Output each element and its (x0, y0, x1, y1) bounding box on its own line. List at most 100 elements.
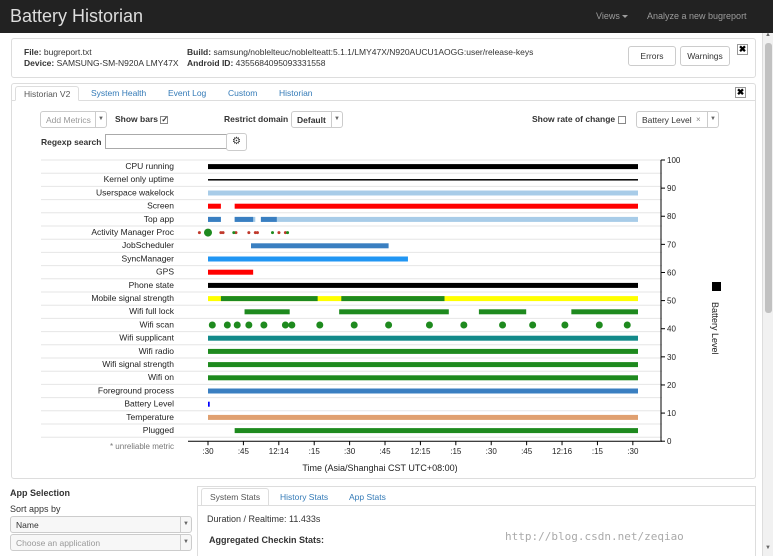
tab-system-stats[interactable]: System Stats (201, 488, 270, 506)
show-rate-checkbox[interactable] (617, 115, 626, 124)
restrict-domain-select[interactable]: Default ▼ (291, 111, 343, 128)
historian-timeline-chart: CPU running Kernel only uptime Userspace w… (41, 156, 721, 473)
choose-application-select[interactable]: Choose an application ▼ (10, 534, 192, 551)
timeline-point (247, 231, 251, 235)
row-label: SyncManager (122, 253, 175, 263)
show-bars-control: Show bars ✓ (115, 114, 169, 124)
app-brand[interactable]: Battery Historian (10, 6, 144, 26)
timeline-bar (251, 243, 389, 249)
timeline-point (223, 321, 231, 329)
close-file-icon[interactable]: ✖ (737, 44, 748, 55)
app-selection-title: App Selection (10, 488, 71, 498)
y2-tick-label: 80 (667, 212, 676, 221)
timeline-point (561, 321, 569, 329)
timeline-bar (260, 216, 277, 222)
x-tick-label: :30 (202, 447, 214, 456)
tab-app-stats[interactable]: App Stats (349, 492, 386, 502)
add-metrics-placeholder: Add Metrics (46, 115, 91, 125)
regexp-label: Regexp search (41, 137, 102, 147)
historian-tabs: Historian V2 System Health Event Log Cus… (12, 84, 755, 101)
timeline-point (425, 321, 433, 329)
timeline-point (245, 321, 253, 329)
tab-history-stats[interactable]: History Stats (280, 492, 329, 502)
timeline-bar (234, 216, 254, 222)
y2-tick-label: 50 (667, 297, 676, 306)
tab-system-health[interactable]: System Health (91, 88, 147, 98)
timeline-point (623, 321, 631, 329)
timeline-bar (244, 309, 290, 315)
aggregated-stats-title: Aggregated Checkin Stats: (209, 535, 325, 545)
timeline-bar (208, 203, 221, 209)
row-label: Foreground process (98, 385, 174, 395)
scroll-down-icon[interactable]: ▼ (765, 545, 771, 551)
timeline-point (233, 321, 241, 329)
show-bars-checkbox[interactable]: ✓ (160, 114, 169, 124)
add-metrics-select[interactable]: Add Metrics ▼ (40, 111, 107, 128)
row-label: Mobile signal strength (91, 293, 174, 303)
row-label: Top app (144, 214, 175, 224)
x-tick-label: :15 (309, 447, 321, 456)
chevron-down-icon: ▼ (95, 112, 106, 127)
show-rate-control: Show rate of change (532, 114, 626, 124)
row-label: Wifi full lock (129, 306, 175, 316)
device-label: Device: (24, 58, 55, 68)
duration-text: Duration / Realtime: 11.433s (207, 514, 321, 524)
scrollbar-thumb[interactable] (765, 43, 772, 313)
y2-tick-label: 100 (667, 156, 681, 165)
x-tick-label: :30 (627, 447, 639, 456)
row-label: Wifi scan (140, 319, 175, 329)
choose-application-placeholder: Choose an application (16, 538, 101, 548)
timeline-bar (208, 282, 638, 288)
chevron-down-icon: ▼ (180, 535, 191, 550)
remove-chip-icon[interactable]: × (696, 115, 701, 124)
tab-historian[interactable]: Historian (279, 88, 313, 98)
x-tick-label: :15 (592, 447, 604, 456)
views-menu[interactable]: Views (596, 11, 628, 21)
close-tab-icon[interactable]: ✖ (735, 87, 746, 98)
x-axis-label: Time (Asia/Shanghai CST UTC+08:00) (302, 463, 457, 473)
tab-historian-v2[interactable]: Historian V2 (15, 86, 80, 101)
file-value: bugreport.txt (43, 47, 92, 57)
android-id-value: 4355684095093331558 (235, 58, 326, 68)
show-bars-label: Show bars (115, 114, 158, 124)
x-tick-label: :45 (238, 447, 250, 456)
errors-button[interactable]: Errors (628, 46, 676, 66)
chevron-down-icon: ▼ (707, 112, 718, 127)
analyze-new-bugreport-link[interactable]: Analyze a new bugreport (647, 11, 747, 21)
timeline-point (460, 321, 468, 329)
device-value: SAMSUNG-SM-N920A LMY47X (56, 58, 179, 68)
scroll-up-icon[interactable]: ▲ (765, 32, 771, 38)
row-label: Wifi radio (139, 346, 175, 356)
row-label: Wifi on (148, 372, 174, 382)
sort-apps-select[interactable]: Name ▼ (10, 516, 192, 533)
timeline-bar (260, 216, 638, 222)
warnings-button[interactable]: Warnings (680, 46, 730, 66)
timeline-bar (208, 335, 638, 341)
x-tick-label: :30 (344, 447, 356, 456)
timeline-bar (234, 203, 638, 209)
timeline-point (529, 321, 537, 329)
timeline-bar (339, 309, 449, 315)
row-label: Kernel only uptime (104, 174, 175, 184)
chevron-down-icon: ▼ (331, 112, 342, 127)
y2-tick-label: 10 (667, 409, 676, 418)
timeline-bar (220, 296, 318, 302)
y2-tick-label: 90 (667, 184, 676, 193)
metric-chip-select[interactable]: Battery Level × ▼ (636, 111, 719, 128)
row-label: Userspace wakelock (96, 187, 175, 197)
x-tick-label: :15 (450, 447, 462, 456)
android-id-label: Android ID: (187, 58, 234, 68)
legend-swatch (712, 282, 721, 291)
page-scrollbar[interactable]: ▲ ▼ (762, 32, 773, 556)
tab-event-log[interactable]: Event Log (168, 88, 207, 98)
timeline-point (255, 231, 259, 235)
settings-gear-icon[interactable]: ⚙ (226, 133, 247, 151)
timeline-point (288, 321, 296, 329)
timeline-point (260, 321, 268, 329)
timeline-bar (208, 401, 210, 407)
chevron-down-icon: ▼ (180, 517, 191, 532)
sort-apps-value: Name (16, 520, 39, 530)
y2-tick-label: 40 (667, 325, 676, 334)
tab-custom[interactable]: Custom (228, 88, 258, 98)
file-row: File: bugreport.txt (24, 47, 92, 57)
